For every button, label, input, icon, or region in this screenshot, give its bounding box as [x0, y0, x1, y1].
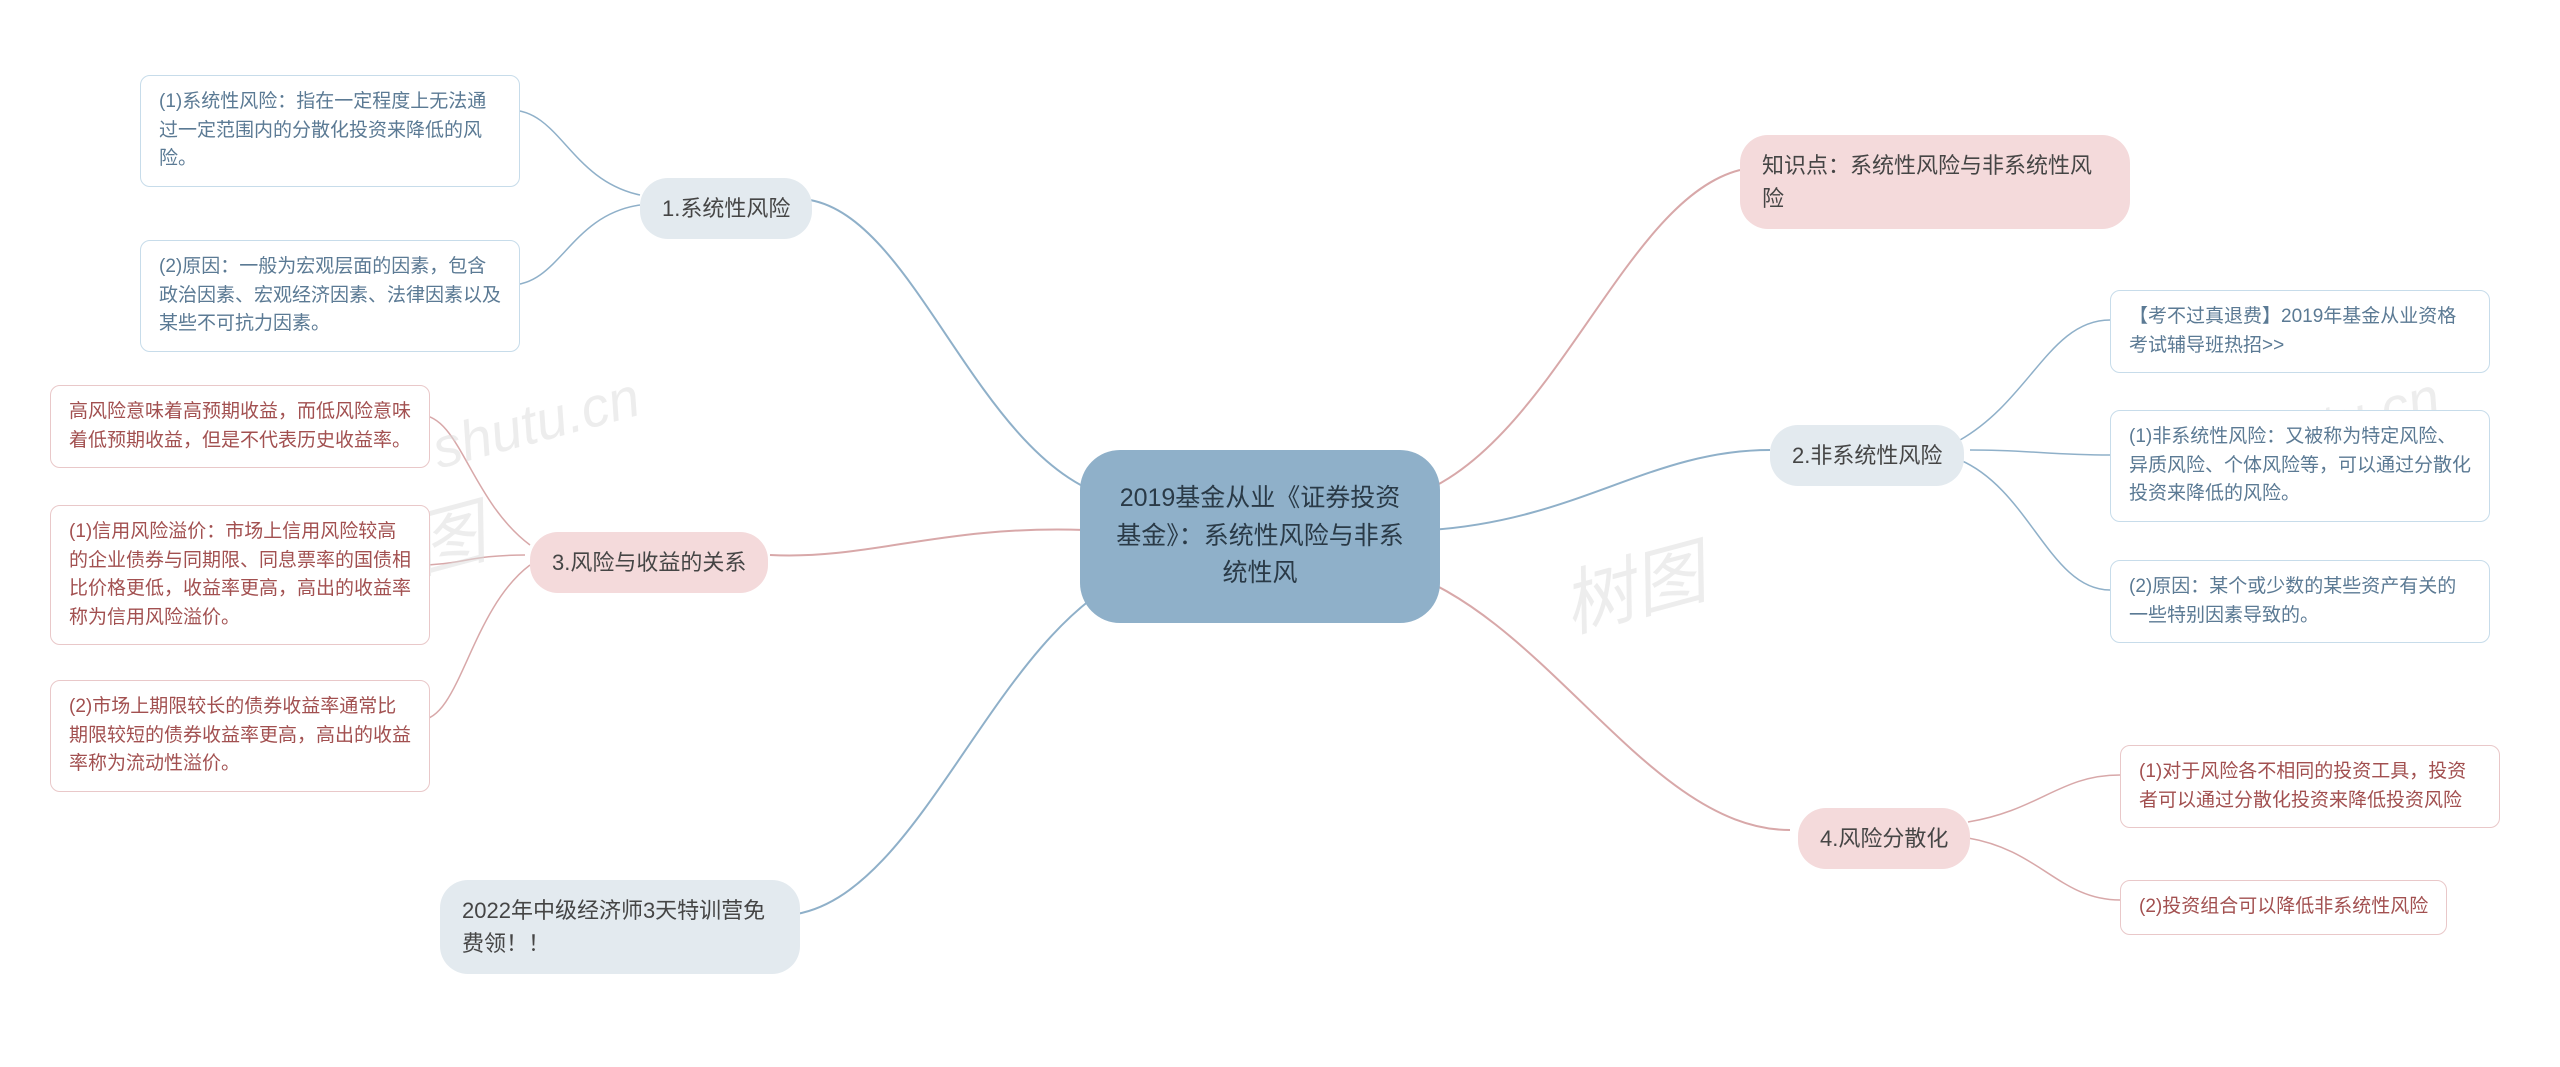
watermark: shutu.cn [425, 364, 646, 482]
branch2-leaf0: 【考不过真退费】2019年基金从业资格考试辅导班热招>> [2129, 303, 2471, 360]
branch2-label: 2.非系统性风险 [1792, 439, 1942, 472]
branch4-leaf2: (2)投资组合可以降低非系统性风险 [2139, 893, 2428, 922]
leaf-nonsystematic-cause: (2)原因：某个或少数的某些资产有关的一些特别因素导致的。 [2110, 560, 2490, 643]
branch1-leaf2: (2)原因：一般为宏观层面的因素，包含政治因素、宏观经济因素、法律因素以及某些不… [159, 253, 501, 339]
leaf-liquidity-premium: (2)市场上期限较长的债券收益率通常比期限较短的债券收益率更高，高出的收益率称为… [50, 680, 430, 792]
leaf-portfolio-reduce: (2)投资组合可以降低非系统性风险 [2120, 880, 2447, 935]
branch2-leaf2: (2)原因：某个或少数的某些资产有关的一些特别因素导致的。 [2129, 573, 2471, 630]
branch3-leaf1: (1)信用风险溢价：市场上信用风险较高的企业债券与同期限、同息票率的国债相比价格… [69, 518, 411, 632]
branch3-leaf2: (2)市场上期限较长的债券收益率通常比期限较短的债券收益率更高，高出的收益率称为… [69, 693, 411, 779]
leaf-systematic-cause: (2)原因：一般为宏观层面的因素，包含政治因素、宏观经济因素、法律因素以及某些不… [140, 240, 520, 352]
leaf-systematic-def: (1)系统性风险：指在一定程度上无法通过一定范围内的分散化投资来降低的风险。 [140, 75, 520, 187]
branch3-leaf0: 高风险意味着高预期收益，而低风险意味着低预期收益，但是不代表历史收益率。 [69, 398, 411, 455]
branch2-leaf1: (1)非系统性风险：又被称为特定风险、异质风险、个体风险等，可以通过分散化投资来… [2129, 423, 2471, 509]
branch3-label: 3.风险与收益的关系 [552, 546, 746, 579]
center-title: 2019基金从业《证券投资基金》：系统性风险与非系统性风 [1110, 480, 1410, 593]
center-node: 2019基金从业《证券投资基金》：系统性风险与非系统性风 [1080, 450, 1440, 623]
branch4-label: 4.风险分散化 [1820, 822, 1948, 855]
promo-label: 2022年中级经济师3天特训营免费领！！ [462, 894, 778, 960]
branch1-leaf1: (1)系统性风险：指在一定程度上无法通过一定范围内的分散化投资来降低的风险。 [159, 88, 501, 174]
leaf-credit-premium: (1)信用风险溢价：市场上信用风险较高的企业债券与同期限、同息票率的国债相比价格… [50, 505, 430, 645]
branch-nonsystematic-risk: 2.非系统性风险 [1770, 425, 1964, 486]
branch1-label: 1.系统性风险 [662, 192, 790, 225]
leaf-diversify-tools: (1)对于风险各不相同的投资工具，投资者可以通过分散化投资来降低投资风险 [2120, 745, 2500, 828]
knowledge-point-node: 知识点：系统性风险与非系统性风险 [1740, 135, 2130, 229]
leaf-risk-return-intro: 高风险意味着高预期收益，而低风险意味着低预期收益，但是不代表历史收益率。 [50, 385, 430, 468]
watermark: 树图 [1549, 513, 1715, 652]
branch-diversification: 4.风险分散化 [1798, 808, 1970, 869]
branch4-leaf1: (1)对于风险各不相同的投资工具，投资者可以通过分散化投资来降低投资风险 [2139, 758, 2481, 815]
leaf-nonsystematic-def: (1)非系统性风险：又被称为特定风险、异质风险、个体风险等，可以通过分散化投资来… [2110, 410, 2490, 522]
knowledge-point-label: 知识点：系统性风险与非系统性风险 [1762, 149, 2108, 215]
leaf-exam-promo: 【考不过真退费】2019年基金从业资格考试辅导班热招>> [2110, 290, 2490, 373]
branch-risk-return: 3.风险与收益的关系 [530, 532, 768, 593]
promo-node: 2022年中级经济师3天特训营免费领！！ [440, 880, 800, 974]
branch-systematic-risk: 1.系统性风险 [640, 178, 812, 239]
